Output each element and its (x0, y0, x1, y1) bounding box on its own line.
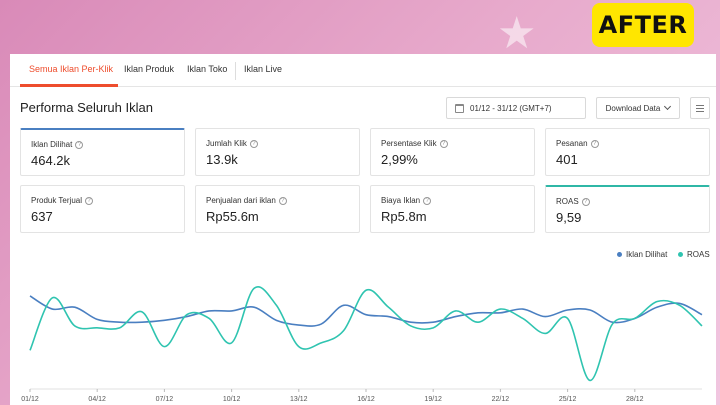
download-data-button[interactable]: Download Data (596, 97, 680, 119)
legend-item-roas[interactable]: ROAS (678, 250, 710, 259)
help-icon: ? (75, 140, 84, 149)
menu-icon (696, 104, 704, 106)
metric-label: Persentase Klik (381, 139, 437, 148)
help-icon: ? (439, 139, 448, 148)
legend-dot-icon (678, 252, 683, 257)
x-tick-label: 10/12 (223, 396, 241, 403)
metric-label: Jumlah Klik (206, 139, 247, 148)
metric-card-iklan-dilihat[interactable]: Iklan Dilihat? 464.2k (20, 128, 185, 176)
performance-line-chart: 01/12 04/12 07/12 10/12 13/12 16/12 19/12 22/12… (21, 286, 703, 403)
metric-label: Penjualan dari iklan (206, 196, 276, 205)
metric-value: 2,99% (381, 152, 418, 167)
metric-label: Iklan Dilihat (31, 140, 73, 149)
page-title: Performa Seluruh Iklan (20, 100, 153, 115)
ads-performance-panel: Semua Iklan Per-Klik Iklan Produk Iklan … (10, 54, 716, 405)
tab-bar: Semua Iklan Per-Klik Iklan Produk Iklan … (10, 54, 716, 87)
metric-card-persentase-klik[interactable]: Persentase Klik? 2,99% (370, 128, 535, 176)
help-icon: ? (278, 196, 287, 205)
x-tick-label: 16/12 (357, 396, 375, 403)
star-decoration-icon: ★ (497, 8, 537, 59)
help-icon: ? (85, 196, 93, 205)
series-line-iklan-dilihat (29, 295, 703, 327)
tab-all-cpc-ads[interactable]: Semua Iklan Per-Klik (29, 64, 114, 74)
metric-card-produk-terjual[interactable]: Produk Terjual? 637 (20, 185, 185, 233)
metric-label: Biaya Iklan (381, 196, 421, 205)
legend-label: ROAS (687, 250, 710, 259)
x-tick-label: 01/12 (21, 396, 39, 403)
x-tick-label: 28/12 (626, 396, 644, 403)
calendar-icon (455, 103, 464, 113)
metric-value: Rp5.8m (381, 209, 427, 224)
help-icon: ? (590, 139, 599, 148)
metric-card-roas[interactable]: ROAS? 9,59 (545, 185, 710, 233)
date-range-text: 01/12 - 31/12 (GMT+7) (470, 103, 552, 113)
tab-divider (235, 62, 236, 80)
metric-label: Produk Terjual (31, 196, 82, 205)
tab-shop-ads[interactable]: Iklan Toko (187, 64, 228, 74)
help-icon: ? (423, 196, 432, 205)
help-icon: ? (249, 139, 258, 148)
tab-live-ads[interactable]: Iklan Live (244, 64, 283, 74)
legend-dot-icon (617, 252, 622, 257)
chevron-down-icon (664, 102, 672, 111)
active-tab-indicator (20, 84, 118, 87)
help-icon: ? (581, 197, 590, 206)
date-range-picker[interactable]: 01/12 - 31/12 (GMT+7) (446, 97, 586, 119)
metric-value: 401 (556, 152, 578, 167)
x-tick-label: 13/12 (290, 396, 308, 403)
legend-label: Iklan Dilihat (626, 250, 668, 259)
metric-label: ROAS (556, 197, 579, 206)
metric-card-penjualan-dari-iklan[interactable]: Penjualan dari iklan? Rp55.6m (195, 185, 360, 233)
download-data-label: Download Data (605, 103, 661, 113)
metric-card-jumlah-klik[interactable]: Jumlah Klik? 13.9k (195, 128, 360, 176)
metric-card-pesanan[interactable]: Pesanan? 401 (545, 128, 710, 176)
x-tick-label: 22/12 (492, 396, 510, 403)
metric-value: Rp55.6m (206, 209, 259, 224)
series-line-roas (29, 286, 703, 382)
metric-value: 13.9k (206, 152, 238, 167)
x-tick-label: 25/12 (559, 396, 577, 403)
metric-value: 637 (31, 209, 53, 224)
metric-label: Pesanan (556, 139, 588, 148)
after-badge: AFTER (592, 3, 694, 47)
legend-item-iklan-dilihat[interactable]: Iklan Dilihat (617, 250, 667, 259)
x-tick-label: 04/12 (88, 396, 106, 403)
metric-value: 9,59 (556, 210, 582, 225)
x-tick-label: 19/12 (424, 396, 442, 403)
metric-value: 464.2k (31, 153, 71, 168)
metric-card-biaya-iklan[interactable]: Biaya Iklan? Rp5.8m (370, 185, 535, 233)
tab-product-ads[interactable]: Iklan Produk (124, 64, 175, 74)
more-options-button[interactable] (690, 97, 710, 119)
x-tick-label: 07/12 (156, 396, 174, 403)
